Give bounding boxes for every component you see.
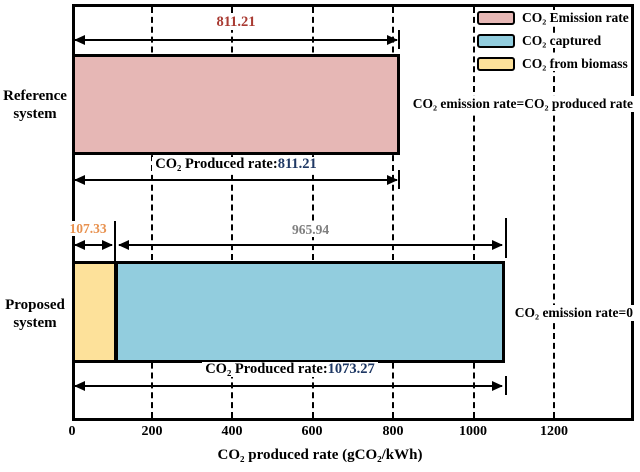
- label-proposed-produced-rate: CO₂ Produced rate:1073.27: [75, 362, 505, 377]
- bar-proposed-captured: [115, 261, 505, 363]
- produced-rate-value: 811.21: [277, 156, 317, 172]
- legend-item-captured: CO₂ captured: [477, 33, 629, 48]
- annotation-reference-emission-equals-produced: CO₂ emission rate=CO₂ produced rate: [411, 96, 634, 112]
- x-tick-label-600: 600: [301, 424, 323, 439]
- legend: CO₂ Emission rate CO₂ captured CO₂ from …: [477, 10, 629, 79]
- legend-swatch-biomass: [477, 56, 515, 71]
- bar-reference-emission: [72, 54, 400, 155]
- arrow-endcap: [505, 376, 507, 395]
- x-tick-label-0: 0: [68, 424, 76, 439]
- bar-proposed-biomass: [72, 261, 117, 363]
- label-wrap: CO₂ Produced rate:811.21: [152, 157, 320, 172]
- legend-label: CO₂ Emission rate: [522, 10, 629, 25]
- category-label-line: Reference: [3, 88, 67, 104]
- arrow-proposed-captured-span: [118, 240, 503, 250]
- label-wrap: CO₂ Produced rate:1073.27: [202, 362, 378, 377]
- legend-item-emission-rate: CO₂ Emission rate: [477, 10, 629, 25]
- value-label-proposed-captured: 965.94: [119, 222, 502, 237]
- x-tick-label-400: 400: [221, 424, 243, 439]
- value-text: 107.33: [66, 221, 110, 236]
- legend-label: CO₂ from biomass: [522, 56, 628, 71]
- arrow-proposed-biomass-span: [74, 240, 113, 250]
- value-label-proposed-biomass: 107.33: [62, 221, 114, 236]
- value-label-reference-emission: 811.21: [75, 15, 397, 30]
- x-tick-label-800: 800: [382, 424, 404, 439]
- value-text: 811.21: [213, 15, 259, 30]
- arrow-endcap: [114, 221, 116, 263]
- gridline-1200: [553, 7, 555, 418]
- value-text: 965.94: [288, 222, 333, 237]
- category-label-line: system: [13, 106, 57, 122]
- x-tick-label-1200: 1200: [540, 424, 568, 439]
- arrow-endcap: [505, 218, 507, 258]
- category-label-proposed-system: Proposed system: [0, 296, 70, 332]
- produced-rate-value: 1073.27: [327, 361, 375, 377]
- x-tick-label-200: 200: [141, 424, 163, 439]
- x-axis-title: CO₂ produced rate (gCO₂/kWh): [217, 447, 423, 463]
- produced-rate-label: CO₂ Produced rate:: [205, 361, 328, 377]
- gridline-200: [151, 7, 153, 418]
- category-label-line: Proposed: [5, 297, 65, 313]
- arrow-reference-produced-span: [74, 175, 398, 185]
- gridline-1000: [473, 7, 475, 418]
- legend-swatch-emission-rate: [477, 10, 515, 25]
- annotation-text: CO₂ emission rate=0: [513, 305, 634, 321]
- annotation-text: CO₂ emission rate=CO₂ produced rate: [411, 96, 634, 112]
- x-tick-label-1000: 1000: [459, 424, 487, 439]
- legend-item-biomass: CO₂ from biomass: [477, 56, 629, 71]
- gridline-800: [392, 7, 394, 418]
- legend-label: CO₂ captured: [522, 33, 602, 48]
- legend-swatch-captured: [477, 33, 515, 48]
- arrow-reference-emission-span: [74, 35, 398, 45]
- gridline-600: [312, 7, 314, 418]
- produced-rate-label: CO₂ Produced rate:: [155, 156, 278, 172]
- category-label-line: system: [13, 315, 57, 331]
- gridline-400: [231, 7, 233, 418]
- arrow-endcap: [398, 30, 400, 49]
- arrow-endcap: [398, 170, 400, 189]
- annotation-proposed-emission-zero: CO₂ emission rate=0: [513, 305, 634, 321]
- category-label-reference-system: Reference system: [0, 87, 70, 123]
- label-reference-produced-rate: CO₂ Produced rate:811.21: [75, 157, 397, 172]
- arrow-proposed-produced-span: [74, 381, 503, 391]
